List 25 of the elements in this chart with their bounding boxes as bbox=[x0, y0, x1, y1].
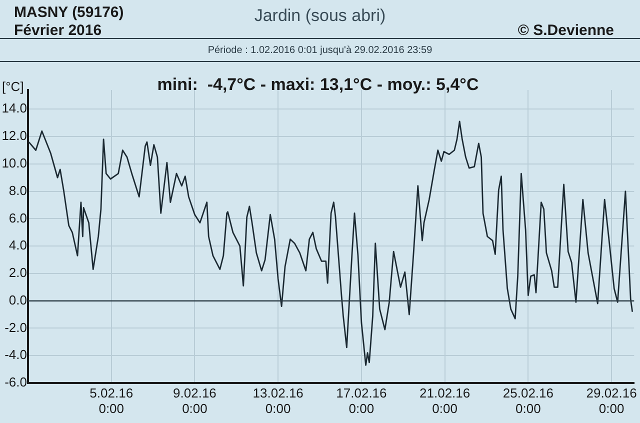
y-tick-label: 8.0 bbox=[8, 182, 27, 198]
x-tick-label: 17.02.16 0:00 bbox=[336, 385, 387, 416]
chart-title: Jardin (sous abri) bbox=[254, 6, 386, 25]
y-tick-label: -2.0 bbox=[4, 320, 27, 335]
y-tick-label: 0.0 bbox=[8, 292, 27, 308]
y-tick-label: 12.0 bbox=[2, 128, 27, 144]
y-axis-title: [°C] bbox=[2, 79, 24, 94]
y-tick-label: 2.0 bbox=[8, 265, 27, 280]
y-tick-label: -6.0 bbox=[4, 374, 27, 390]
x-tick-label: 25.02.16 0:00 bbox=[502, 385, 554, 416]
x-tick-label: 29.02.16 0:00 bbox=[586, 385, 637, 416]
x-tick-label: 9.02.16 0:00 bbox=[173, 385, 216, 416]
x-tick-label: 21.02.16 0:00 bbox=[420, 385, 470, 416]
x-tick-label: 5.02.16 0:00 bbox=[90, 385, 134, 416]
y-tick-label: 6.0 bbox=[8, 210, 27, 226]
chart-subtitle: Période : 1.02.2016 0:01 jusqu'à 29.02.2016 23:59 bbox=[206, 45, 434, 56]
text: © S.Devienne bbox=[518, 22, 614, 40]
text: Février 2016 bbox=[14, 22, 103, 40]
y-tick-label: 10.0 bbox=[2, 156, 27, 171]
y-tick-label: 14.0 bbox=[2, 100, 27, 116]
text: MASNY (59176) bbox=[14, 4, 124, 22]
annotation: mini: -4,7°C - maxi: 13,1°C - moy.: 5,4°C bbox=[157, 75, 479, 94]
y-tick-label: 4.0 bbox=[8, 238, 27, 253]
x-tick-label: 13.02.16 0:00 bbox=[252, 385, 304, 416]
y-tick-label: -4.0 bbox=[4, 347, 27, 362]
